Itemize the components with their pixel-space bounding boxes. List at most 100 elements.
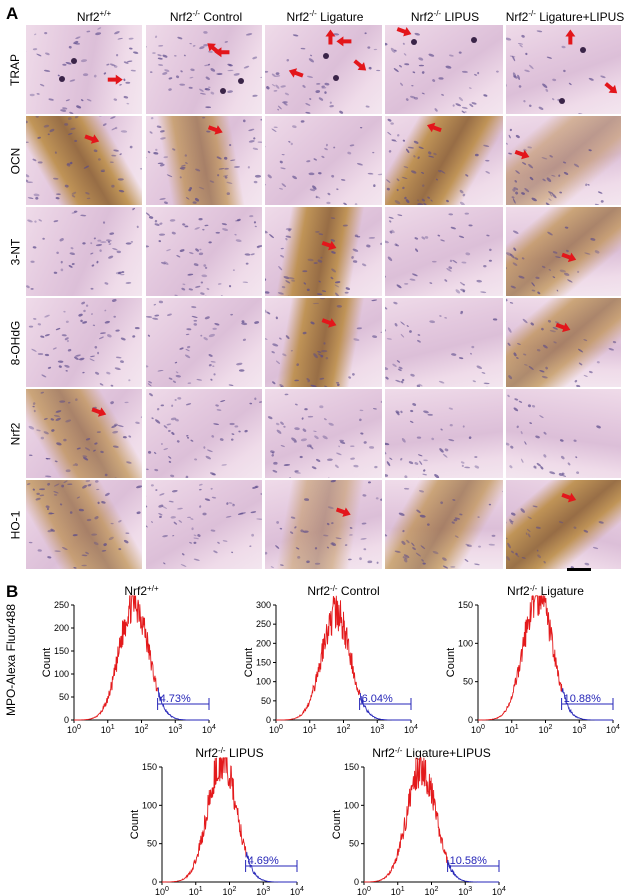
y-tick-label: 50 [349,839,359,849]
red-arrow-icon [427,122,442,133]
red-arrow-icon [604,82,618,94]
row-label-ocn: OCN [8,147,23,174]
y-axis-label: Count [129,810,141,839]
y-axis-label: Count [243,648,255,677]
micrograph-tile [384,206,504,297]
y-tick-label: 100 [54,669,69,679]
histogram-gated-series [245,851,297,883]
red-arrow-icon [325,29,336,45]
x-tick-label: 101 [101,724,115,735]
x-tick-label: 100 [471,724,485,735]
gate-percentage: 10.88% [564,693,602,705]
column-header-wt: Nrf2+/+ [76,9,112,24]
micrograph-tile [145,24,263,115]
x-tick-label: 104 [404,724,418,735]
histogram-main-series [276,595,361,721]
row-label-nrf2: Nrf2 [8,422,23,445]
micrograph-tile [145,479,263,570]
histogram-5: Nrf2-/- Ligature+LIPUS 0 50 100 150 100 101 102… [320,745,515,896]
x-tick-label: 103 [168,724,182,735]
y-axis-label: Count [331,810,343,839]
micrograph-tile [264,297,383,388]
x-tick-label: 102 [223,886,237,896]
y-tick-label: 100 [256,677,271,687]
histogram-1: Nrf2+/+ 0 50 100 150 200 250 100 101 102 103 104 Cou… [30,583,225,735]
x-tick-label: 101 [391,886,405,896]
y-tick-label: 100 [142,800,157,810]
micrograph-tile [25,206,143,297]
histogram-main-series [74,595,159,721]
micrograph-tile [145,115,263,206]
red-arrow-icon [321,240,337,251]
x-tick-label: 102 [425,886,439,896]
y-axis-label: Count [41,648,53,677]
y-tick-label: 50 [59,692,69,702]
micrograph-tile [25,388,143,479]
x-tick-label: 102 [539,724,553,735]
micrograph-tile [25,297,143,388]
micrograph-tile [384,479,504,570]
red-arrow-icon [214,47,230,58]
x-tick-label: 102 [135,724,149,735]
micrograph-tile [505,206,622,297]
micrograph-tile [264,479,383,570]
y-tick-label: 250 [256,619,271,629]
histogram-gated-series [447,860,499,883]
y-tick-label: 150 [344,762,359,772]
red-arrow-icon [353,59,367,71]
micrograph-tile [505,388,622,479]
y-tick-label: 50 [261,696,271,706]
histogram-title: Nrf2-/- Ligature+LIPUS [372,746,491,760]
micrograph-tile [505,297,622,388]
micrograph-tile [384,388,504,479]
column-header-ligature: Nrf2-/- Ligature [286,9,364,24]
histogram-title: Nrf2+/+ [124,584,159,598]
red-arrow-icon [91,407,107,417]
column-header-ligature-lipus: Nrf2-/- Ligature+LIPUS [505,9,625,24]
y-tick-label: 50 [147,839,157,849]
micrograph-tile [264,115,383,206]
y-tick-label: 300 [256,600,271,610]
panel-a-letter: A [6,4,19,23]
y-tick-label: 100 [344,800,359,810]
red-arrow-icon [84,134,100,144]
row-label-3nt: 3-NT [8,238,23,265]
y-tick-label: 50 [463,677,473,687]
histogram-gated-series [359,692,411,721]
histogram-2: Nrf2-/- Control 0 50 100 150 200 250 300 100 101 1… [232,583,427,735]
micrograph-tile [264,24,383,115]
gate-percentage: 4.69% [248,855,279,867]
y-tick-label: 200 [54,623,69,633]
red-arrow-icon [396,27,412,37]
micrograph-tile [25,24,143,115]
column-header-lipus: Nrf2-/- LIPUS [410,9,480,24]
red-arrow-icon [336,36,352,47]
micrograph-tile [505,479,622,570]
panel-b-letter: B [6,582,19,601]
x-tick-label: 100 [357,886,371,896]
micrograph-tile [25,479,143,570]
x-tick-label: 101 [505,724,519,735]
histogram-title: Nrf2-/- Control [307,584,379,598]
row-label-8ohdg: 8-OHdG [8,320,22,365]
micrograph-tile [384,115,504,206]
micrograph-tile [145,206,263,297]
micrograph-tile [264,206,383,297]
x-tick-label: 101 [189,886,203,896]
histogram-gated-series [561,688,613,721]
x-tick-label: 103 [370,724,384,735]
histogram-4: Nrf2-/- LIPUS 0 50 100 150 100 101 102 103 104 Cou… [118,745,313,896]
histogram-gated-series [157,686,209,721]
gate-percentage: 6.04% [362,693,393,705]
scale-bar [567,568,591,571]
red-arrow-icon [207,125,223,135]
micrograph-tile [384,24,504,115]
y-tick-label: 200 [256,638,271,648]
y-tick-label: 150 [256,658,271,668]
x-tick-label: 103 [572,724,586,735]
x-tick-label: 104 [290,886,304,896]
x-tick-label: 104 [606,724,620,735]
red-arrow-icon [565,29,576,45]
x-tick-label: 100 [67,724,81,735]
micrograph-tile [264,388,383,479]
